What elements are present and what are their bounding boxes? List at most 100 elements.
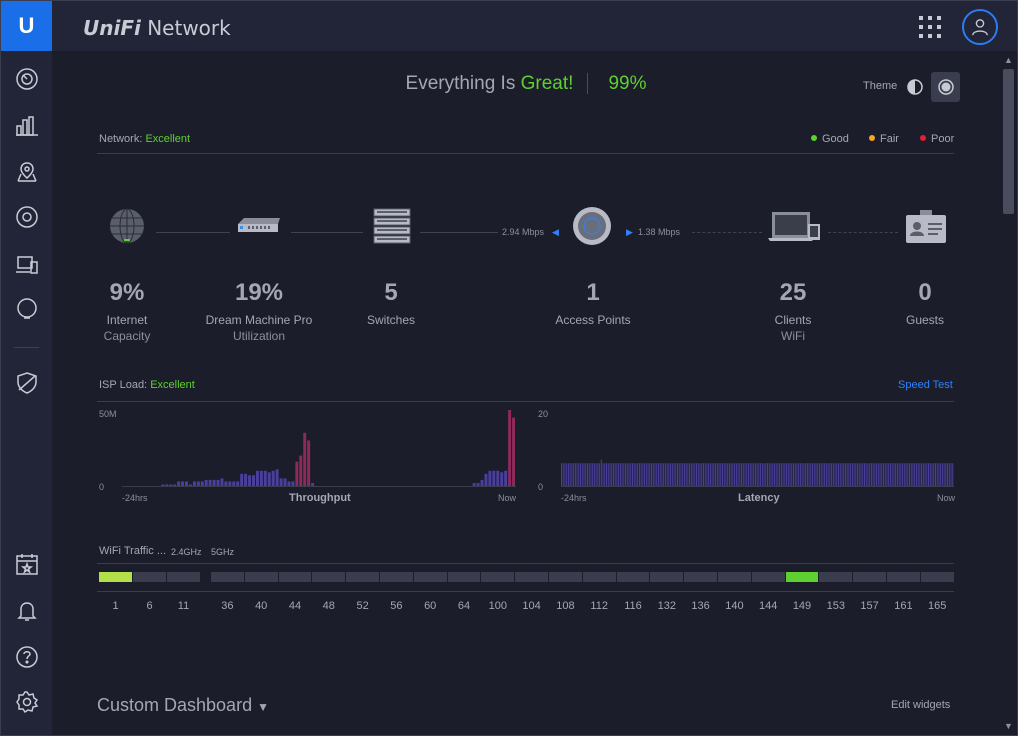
brand-title: UniFi Network — [83, 16, 231, 40]
channel-bar-56[interactable] — [380, 572, 413, 582]
dark-theme-button[interactable] — [931, 72, 960, 102]
chart-bar — [786, 463, 788, 486]
scrollbar-thumb[interactable] — [1003, 69, 1014, 214]
chart-bar — [753, 463, 755, 486]
dashboard-icon[interactable] — [14, 66, 40, 92]
channel-bar-60[interactable] — [413, 572, 447, 582]
channel-bar-132[interactable] — [650, 572, 684, 582]
grid-icon[interactable] — [919, 16, 941, 38]
link-line — [420, 232, 498, 233]
chart-bar — [165, 484, 169, 486]
user-icon[interactable] — [962, 9, 998, 45]
uplink-rate: 1.38 Mbps — [638, 227, 681, 237]
chart-bar — [912, 463, 914, 486]
chart-bar — [881, 463, 883, 486]
channel-bar-161[interactable] — [887, 572, 920, 582]
chart-bar — [915, 463, 917, 486]
channel-bar-44[interactable] — [278, 572, 312, 582]
chart-bar — [933, 463, 935, 486]
channel-bar-165[interactable] — [920, 572, 954, 582]
scroll-down-icon[interactable]: ▼ — [1004, 721, 1013, 731]
chart-bar — [279, 478, 283, 486]
channel-bar-149[interactable] — [785, 572, 819, 582]
channel-bar-6[interactable] — [133, 572, 166, 582]
channel-bar-100[interactable] — [481, 572, 515, 582]
scrollbar[interactable]: ▲ ▼ — [1000, 51, 1017, 735]
insights-icon[interactable] — [14, 296, 40, 322]
speed-test-link[interactable]: Speed Test — [898, 379, 953, 391]
channel-bar-157[interactable] — [853, 572, 886, 582]
channel-label: 140 — [725, 600, 744, 612]
devices-icon[interactable] — [14, 204, 40, 230]
chart-bar — [299, 455, 303, 486]
chart-bar — [851, 463, 853, 486]
chart-bar — [730, 463, 732, 486]
chart-bar — [848, 463, 850, 486]
chart-bar — [561, 463, 562, 486]
threat-management-icon[interactable] — [14, 370, 40, 396]
scroll-up-icon[interactable]: ▲ — [1004, 55, 1013, 65]
wifi-traffic-label: WiFi Traffic ... — [99, 545, 167, 557]
chart-bar — [484, 473, 488, 486]
chart-bar — [255, 470, 259, 486]
channel-bar-140[interactable] — [718, 572, 751, 582]
latency-chart[interactable] — [561, 408, 954, 488]
chart-bar — [921, 463, 923, 486]
chart-bar — [879, 463, 881, 486]
globe-icon[interactable] — [107, 206, 147, 246]
edit-widgets-link[interactable]: Edit widgets — [891, 699, 951, 711]
laptop-icon[interactable] — [766, 206, 822, 246]
chart-bar — [161, 484, 165, 486]
chart-bar — [240, 473, 244, 486]
channel-bar-36[interactable] — [211, 572, 244, 582]
channel-bar-153[interactable] — [819, 572, 853, 582]
alerts-icon[interactable] — [14, 598, 40, 624]
guest-badge-icon[interactable] — [904, 206, 948, 246]
chart-bar — [590, 463, 592, 486]
channel-bar-136[interactable] — [684, 572, 717, 582]
chart-bar — [735, 463, 737, 486]
access-point-icon[interactable] — [572, 206, 612, 246]
channel-bar-104[interactable] — [515, 572, 548, 582]
chart-bar — [940, 463, 942, 486]
custom-dashboard-dropdown[interactable]: Custom Dashboard ▼ — [97, 695, 269, 715]
channel-bar-108[interactable] — [549, 572, 582, 582]
chart-bar — [869, 463, 871, 486]
chart-bar — [900, 463, 902, 486]
chart-bar — [588, 463, 590, 486]
channel-bar-1[interactable] — [99, 572, 132, 582]
unifi-logo[interactable]: U — [1, 1, 52, 51]
chart-bar — [640, 463, 642, 486]
chart-bar — [472, 482, 476, 486]
chart-bar — [815, 463, 817, 486]
chart-bar — [934, 463, 936, 486]
statistics-icon[interactable] — [14, 113, 40, 139]
chart-bar — [756, 463, 758, 486]
channel-bar-11[interactable] — [167, 572, 200, 582]
chart-bar — [668, 463, 670, 486]
chart-bar — [760, 463, 762, 486]
chart-bar — [580, 463, 582, 486]
channel-bar-112[interactable] — [582, 572, 616, 582]
channel-bar-144[interactable] — [751, 572, 785, 582]
dream-machine-pro-icon[interactable] — [234, 206, 282, 246]
chart-bar — [642, 463, 644, 486]
help-icon[interactable] — [14, 644, 40, 670]
chart-bar — [683, 463, 685, 486]
clients-icon[interactable] — [14, 252, 40, 278]
switch-icon[interactable] — [372, 206, 412, 246]
chart-bar — [232, 481, 236, 486]
chart-bar — [770, 463, 772, 486]
chart-bar — [689, 463, 691, 486]
channel-bar-116[interactable] — [616, 572, 650, 582]
map-icon[interactable] — [14, 159, 40, 185]
channel-bar-48[interactable] — [312, 572, 346, 582]
band-5ghz: 5GHz — [211, 547, 235, 557]
channel-bar-40[interactable] — [244, 572, 278, 582]
settings-icon[interactable] — [14, 689, 40, 715]
channel-bar-64[interactable] — [447, 572, 481, 582]
half-circle-icon[interactable] — [907, 79, 923, 95]
events-icon[interactable] — [14, 551, 40, 577]
channel-bar-52[interactable] — [346, 572, 379, 582]
throughput-chart[interactable] — [122, 408, 516, 488]
